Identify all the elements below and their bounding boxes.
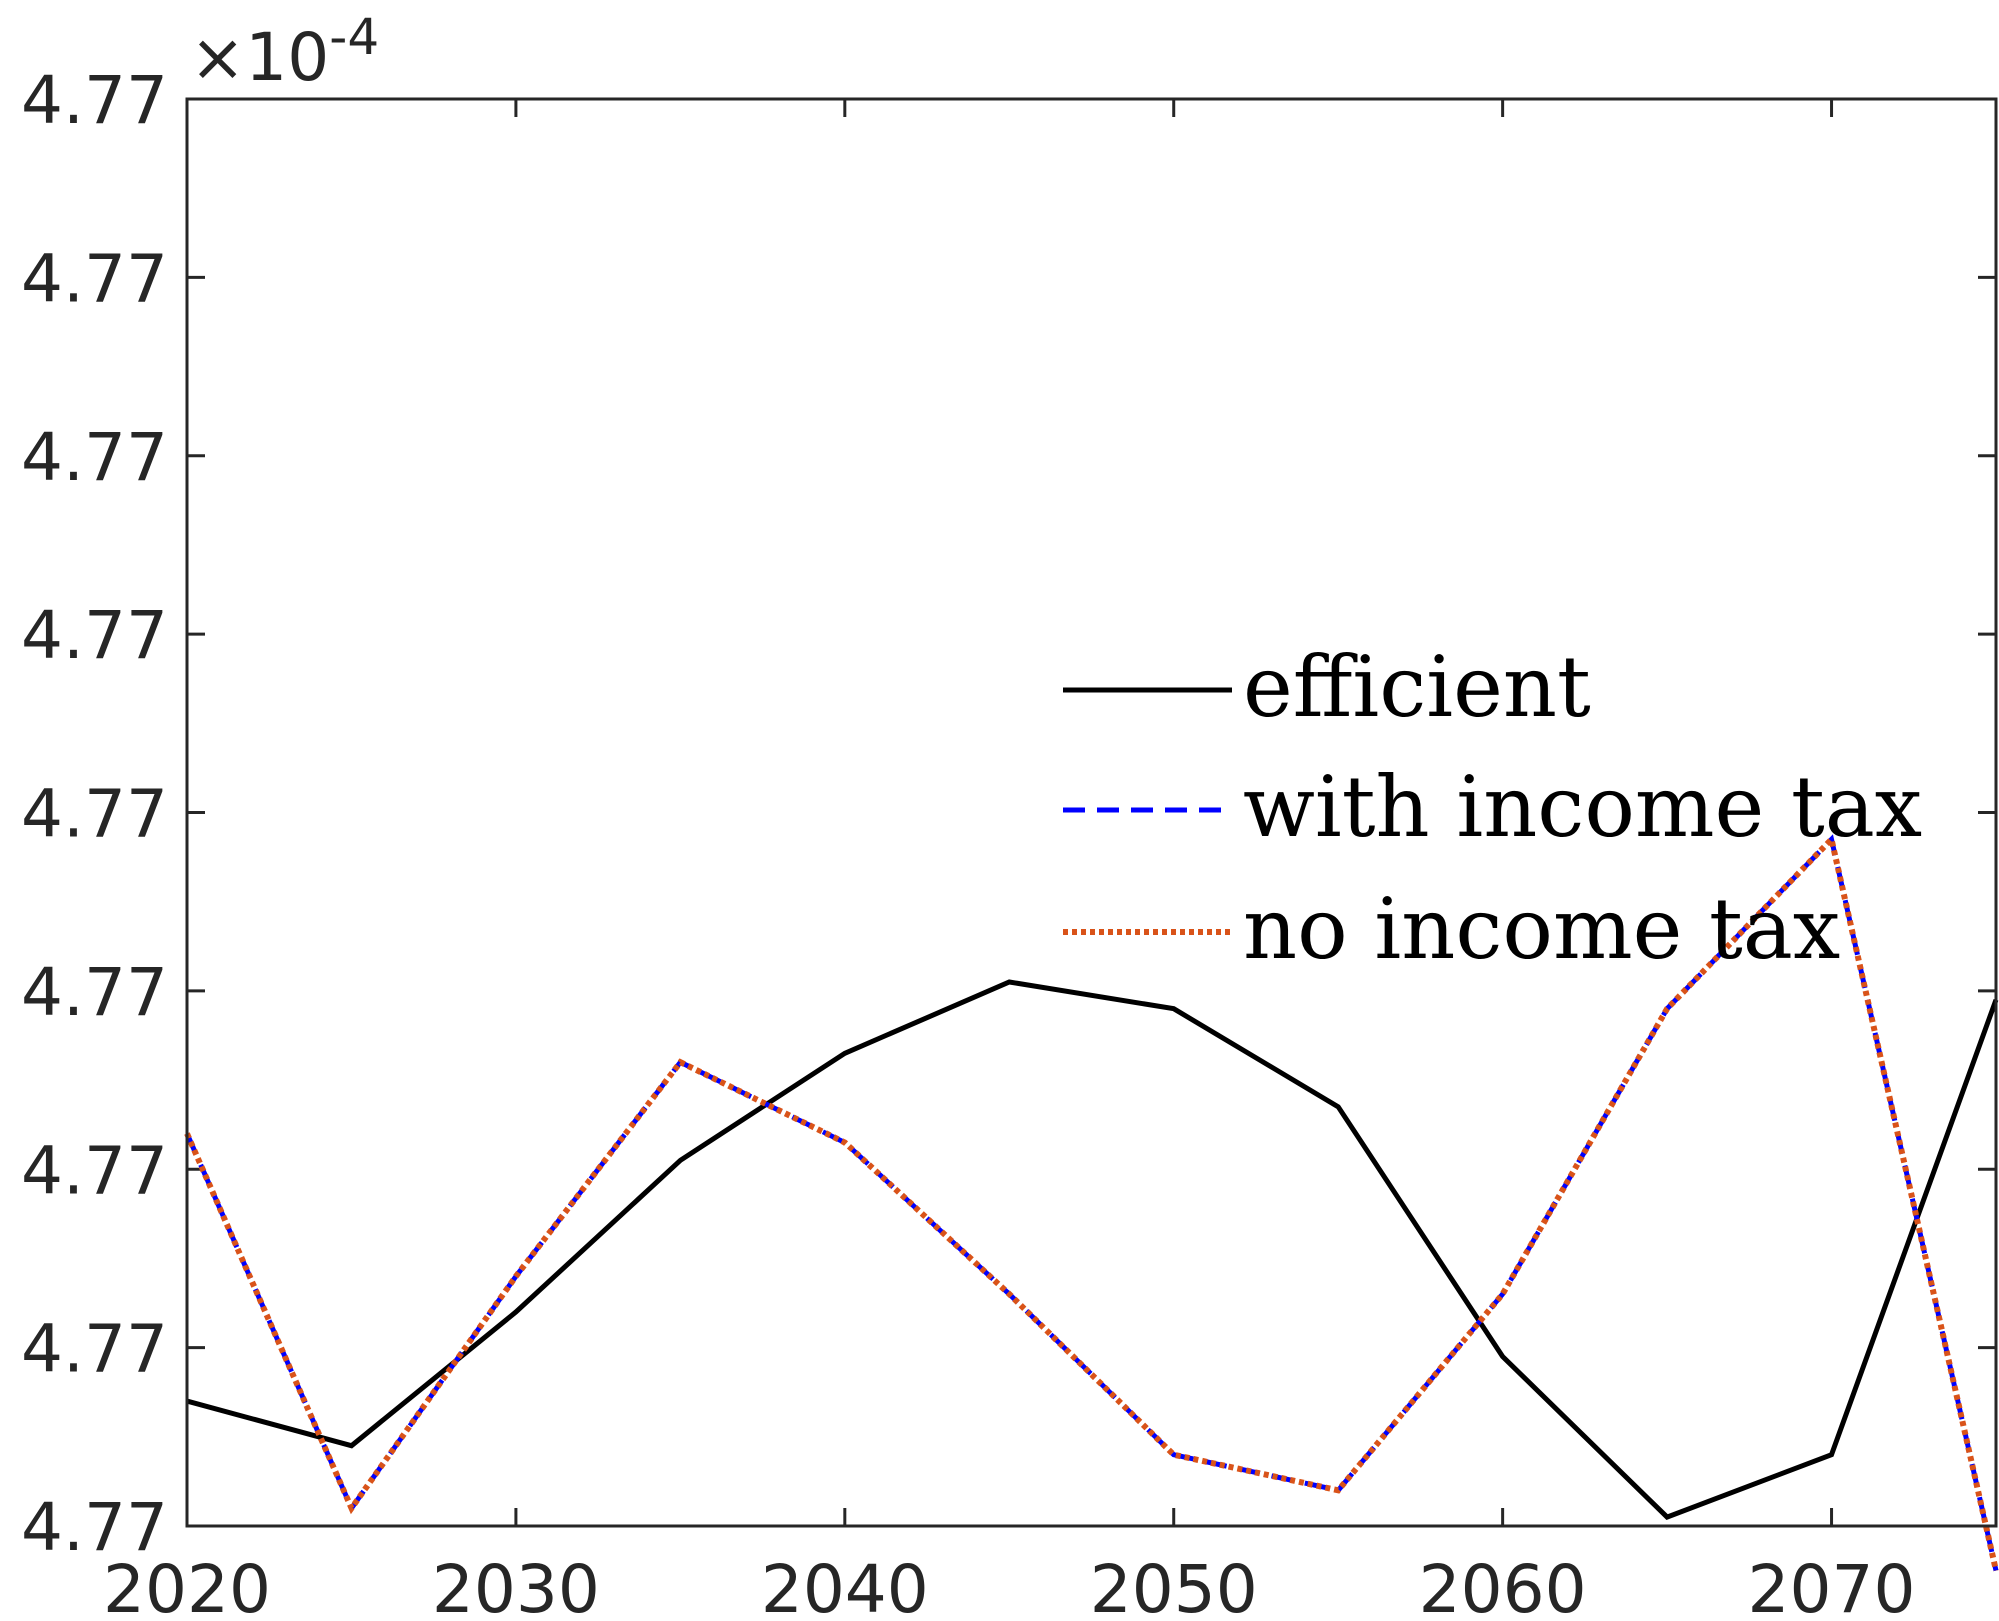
y-tick-label: 4.77 <box>21 62 168 139</box>
x-tick-label: 2060 <box>1419 1551 1587 1621</box>
x-tick-label: 2050 <box>1090 1551 1258 1621</box>
y-tick-labels: 4.77 4.77 4.77 4.77 4.77 4.77 4.77 4.77 4.77 <box>21 62 168 1566</box>
y-exponent-power: -4 <box>329 8 379 66</box>
y-tick-label: 4.77 <box>21 776 168 853</box>
y-tick-label: 4.77 <box>21 597 168 674</box>
series-line <box>186 979 1999 1521</box>
x-tick-label: 2030 <box>432 1551 600 1621</box>
legend-label: efficient <box>1243 638 1591 736</box>
legend-label: no income tax <box>1243 880 1840 978</box>
legend-label: with income tax <box>1243 758 1922 856</box>
legend: efficient with income tax no income tax <box>1063 638 1922 978</box>
y-tick-label: 4.77 <box>21 419 168 496</box>
y-exponent-base: ×10 <box>190 19 329 96</box>
y-tick-label: 4.77 <box>21 240 168 317</box>
y-tick-label: 4.77 <box>21 1132 168 1209</box>
x-tick-label: 2020 <box>103 1551 271 1621</box>
y-tick-label: 4.77 <box>21 954 168 1031</box>
y-tick-label: 4.77 <box>21 1489 168 1566</box>
plot-frame <box>185 97 1998 1528</box>
plot-background <box>187 99 1996 1526</box>
y-exponent-label: ×10-4 <box>190 8 379 96</box>
series-line <box>184 834 1999 1572</box>
series-with-income-tax <box>184 834 1999 1572</box>
y-tick-label: 4.77 <box>21 1311 168 1388</box>
ticks-layer <box>185 97 1996 1528</box>
series-layer <box>184 833 1999 1572</box>
x-tick-labels: 2020 2030 2040 2050 2060 2070 <box>103 1551 1916 1621</box>
x-tick-label: 2070 <box>1748 1551 1916 1621</box>
x-tick-label: 2040 <box>761 1551 929 1621</box>
series-efficient <box>186 979 1999 1521</box>
